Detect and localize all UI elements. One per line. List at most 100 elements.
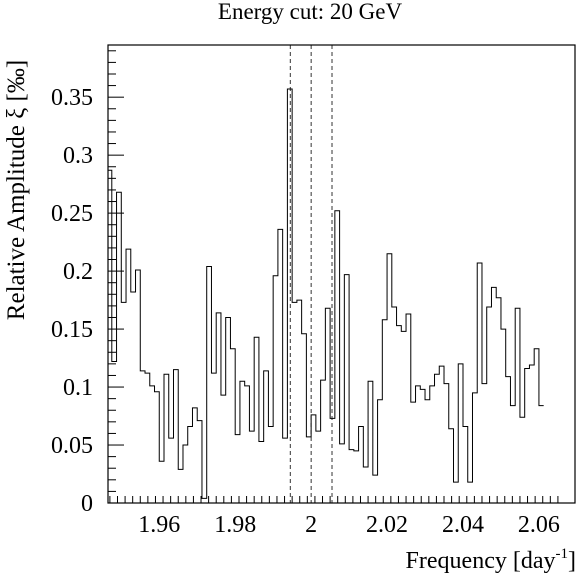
histogram-bin [344,275,349,503]
histogram-bin [382,320,387,503]
x-axis-label-exponent: -1 [556,546,569,562]
histogram-bin [254,337,259,503]
x-axis-label-main: Frequency [day [406,548,556,574]
histogram-bin [117,192,122,503]
histogram-bin [226,317,231,503]
histogram-bin [354,451,359,503]
histogram-bin [368,381,373,503]
histogram-bin [363,467,368,503]
histogram-bin [126,249,131,503]
histogram-bin [359,426,364,503]
y-tick-label: 0.1 [63,375,93,401]
y-axis-label: Relative Amplitude ξ [‰] [3,60,30,320]
chart-title: Energy cut: 20 GeV [218,0,403,24]
y-tick-label: 0.2 [63,259,93,285]
x-axis-ticks [109,496,559,503]
histogram-bin [378,400,383,503]
histogram-bin [397,326,402,503]
histogram-bin [202,498,207,503]
x-tick-label: 2.04 [442,512,484,538]
histogram-bin [278,229,283,503]
histogram-bin [406,314,411,503]
histogram-bin [259,442,264,503]
histogram-bin [411,402,416,503]
histogram-bin [321,380,326,503]
histogram-bin [425,400,430,503]
y-tick-label: 0.25 [51,201,93,227]
y-tick-label: 0.3 [63,143,93,169]
x-tick-label: 2.02 [366,512,408,538]
histogram-bin [112,362,117,503]
histogram-bin [330,418,335,503]
histogram-bin [164,374,169,503]
histogram-bin [273,276,278,503]
histogram-bin [192,408,197,503]
histogram-bin [316,431,321,503]
histogram-bin [230,349,235,503]
y-tick-label: 0.15 [51,317,93,343]
histogram-bin [140,371,145,503]
histogram-bin [416,386,421,503]
x-axis-label-end: ] [568,548,576,574]
histogram-bin [302,334,307,503]
histogram-bin [491,287,496,503]
histogram-bin [249,431,254,503]
histogram-bin [188,426,193,503]
histogram-bin [207,266,212,503]
histogram-bin [520,417,525,503]
histogram-bin [435,374,440,503]
histogram-bin [420,389,425,503]
histogram-bin [121,302,126,503]
histogram-bin [264,371,269,503]
histogram-bin [510,406,515,503]
histogram-bin [477,263,482,503]
histogram-bin [211,373,216,503]
y-tick-labels: 0 0.05 0.1 0.15 0.2 0.25 0.3 0.35 [51,85,93,517]
histogram-bin [482,384,487,503]
histogram-bin [287,89,292,503]
x-tick-label: 1.98 [214,512,256,538]
histogram-bin [387,254,392,503]
histogram-bin [292,302,297,503]
histogram-bin [525,368,530,503]
histogram-bin [449,429,454,503]
x-axis-label: Frequency [day-1] [406,546,576,574]
histogram-bin [145,373,150,503]
histogram-bin [454,482,459,503]
x-tick-label: 2 [305,512,317,538]
histogram-outline [108,88,544,499]
histogram-bin [136,270,141,503]
histogram-bin [472,393,477,503]
histogram-bin [444,384,449,503]
histogram-bin [539,406,544,503]
histogram-bin [496,298,501,503]
histogram-bin [463,426,468,503]
histogram-bin [515,308,520,503]
histogram-bin [173,370,178,503]
histogram-bin [349,450,354,503]
x-tick-labels: 1.96 1.98 2 2.02 2.04 2.06 [138,512,560,538]
histogram-bin [439,366,444,503]
histogram-bin [311,415,316,503]
histogram-bin [458,364,463,503]
histogram-bin [340,444,345,503]
histogram-bin [392,307,397,503]
histogram-bin [235,435,240,503]
histogram-bin [178,469,183,503]
histogram-bin [325,308,330,503]
histogram-bin [169,438,174,503]
histogram-bin [183,445,188,503]
histogram-bin [268,426,273,503]
histogram-bin [529,365,534,503]
histogram-bin [401,331,406,503]
y-tick-label: 0.35 [51,85,93,111]
histogram-bin [150,386,155,503]
y-tick-label: 0 [81,491,93,517]
histogram-bin [197,421,202,503]
histogram-bin [155,392,160,503]
histogram-bin [306,437,311,503]
histogram-bin [131,292,136,503]
histogram-bin [468,482,473,503]
histogram-bin [283,438,288,503]
